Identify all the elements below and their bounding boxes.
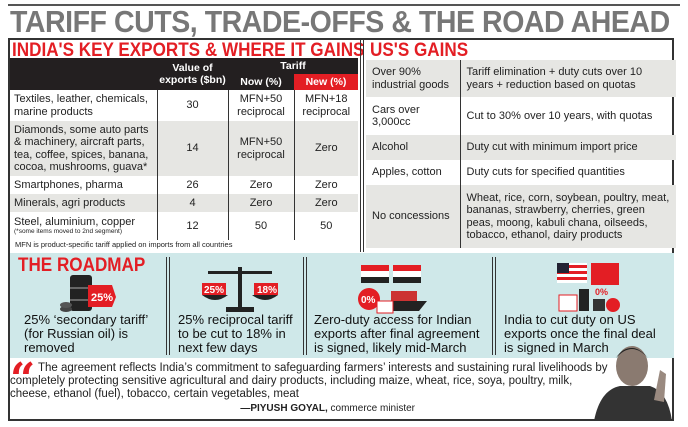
india-exports-table: Value of exports ($bn) Tariff Now (%) Ne… xyxy=(10,58,358,240)
cell-detail: Duty cuts for specified quantities xyxy=(459,160,676,185)
badge-text: 0% xyxy=(595,287,608,297)
cell-item: Over 90% industrial goods xyxy=(366,60,460,97)
table-row: Alcohol Duty cut with minimum import pric… xyxy=(366,135,676,160)
cell-item: Steel, aluminium, copper (*some items mov… xyxy=(10,212,157,240)
double-divider xyxy=(492,257,496,355)
double-divider xyxy=(166,257,170,355)
cell-item: Smartphones, pharma xyxy=(14,178,123,191)
cell-now: Zero xyxy=(227,194,294,212)
scales-icon: 25% 18% xyxy=(202,267,278,312)
roadmap-item-2: 25% reciprocal tariff to be cut to 18% i… xyxy=(178,312,293,355)
cell-detail: Duty cut with minimum import price xyxy=(459,135,676,160)
piyush-goyal-photo xyxy=(594,346,672,421)
roadmap-heading: THE ROADMAP xyxy=(18,255,146,276)
badge-text: 18% xyxy=(257,285,277,296)
top-rule xyxy=(8,4,680,6)
table-row: Minerals, agri products 4 Zero Zero xyxy=(10,194,358,212)
quote-role: commerce minister xyxy=(330,403,415,414)
quote: The agreement reflects India’s commitmen… xyxy=(10,362,610,415)
cell-new: Zero xyxy=(293,176,358,194)
col-item xyxy=(10,58,157,90)
cell-now: MFN+50 reciprocal xyxy=(227,121,294,176)
cell-value: 14 xyxy=(156,121,228,176)
cell-item: No concessions xyxy=(366,185,460,248)
table-row: No concessions Wheat, rice, corn, soybean… xyxy=(366,185,676,248)
quote-attribution: —PIYUSH GOYAL, commerce minister xyxy=(10,402,610,415)
table-row: Over 90% industrial goods Tariff eliminat… xyxy=(366,60,676,97)
roadmap-item-4: India to cut duty on US exports once the… xyxy=(504,312,656,355)
cell-item: Alcohol xyxy=(366,135,460,160)
cell-new: MFN+18 reciprocal xyxy=(293,90,358,121)
cell-now: MFN+50 reciprocal xyxy=(227,90,294,121)
roadmap-panel: THE ROADMAP 25% 25% 18% 0% 0% 25% ‘secon… xyxy=(10,253,674,358)
cell-detail: Cut to 30% over 10 years, with quotas xyxy=(459,97,676,135)
cargo-ship-icon: 0% xyxy=(358,265,427,314)
roadmap-item-3: Zero-duty access for Indian exports afte… xyxy=(314,312,480,355)
col-now: Now (%) xyxy=(228,74,294,90)
cell-new: 50 xyxy=(293,212,358,240)
badge-text: 25% xyxy=(204,285,224,296)
cell-value: 26 xyxy=(156,176,228,194)
table-row: Apples, cotton Duty cuts for specified qu… xyxy=(366,160,676,185)
badge-text: 25% xyxy=(91,292,113,304)
us-goods-icon: 0% xyxy=(557,263,620,312)
double-divider xyxy=(360,40,364,252)
cell-new: Zero xyxy=(293,194,358,212)
cell-item: Minerals, agri products xyxy=(10,194,157,212)
us-gains-table: Over 90% industrial goods Tariff eliminat… xyxy=(366,60,676,248)
mfn-footnote: MFN is product-specific tariff applied o… xyxy=(15,240,233,249)
cell-item: Cars over 3,000cc xyxy=(372,103,420,129)
badge-text: 0% xyxy=(361,295,376,306)
table-row: Diamonds, some auto parts & machinery, a… xyxy=(10,121,358,176)
cell-value: 30 xyxy=(156,90,228,121)
page-title: TARIFF CUTS, TRADE-OFFS & THE ROAD AHEAD xyxy=(10,4,670,39)
cell-item: Textiles, leather, chemicals, marine pro… xyxy=(14,93,148,118)
quote-author: —PIYUSH GOYAL, xyxy=(240,403,328,414)
quote-text: The agreement reflects India’s commitmen… xyxy=(10,362,608,400)
col-tariff: Tariff xyxy=(228,58,358,74)
cell-value: 4 xyxy=(156,194,228,212)
col-value: Value of exports ($bn) xyxy=(157,58,228,90)
double-divider xyxy=(303,257,307,355)
cell-new: Zero xyxy=(293,121,358,176)
table-row: Textiles, leather, chemicals, marine pro… xyxy=(10,90,358,121)
cell-detail: Tariff elimination + duty cuts over 10 y… xyxy=(459,60,676,97)
cell-item: Apples, cotton xyxy=(372,166,442,179)
item-note: (*some items moved to 2nd segment) xyxy=(14,228,123,236)
cell-detail: Wheat, rice, corn, soybean, poultry, mea… xyxy=(459,185,676,248)
cell-value: 12 xyxy=(156,212,228,240)
col-new: New (%) xyxy=(294,74,358,90)
cell-item: Diamonds, some auto parts & machinery, a… xyxy=(10,121,157,176)
table-row: Steel, aluminium, copper (*some items mov… xyxy=(10,212,358,240)
table-row: Smartphones, pharma 26 Zero Zero xyxy=(10,176,358,194)
cell-now: Zero xyxy=(227,176,294,194)
table-row: Cars over 3,000cc Cut to 30% over 10 year… xyxy=(366,97,676,135)
item-text: Steel, aluminium, copper xyxy=(14,215,136,228)
quote-mark-icon: “ xyxy=(10,354,36,405)
roadmap-item-1: 25% ‘secondary tariff’ (for Russian oil)… xyxy=(24,312,148,355)
india-heading: INDIA'S KEY EXPORTS & WHERE IT GAINS xyxy=(12,40,365,61)
oil-barrel-icon: 25% xyxy=(60,275,116,312)
cell-now: 50 xyxy=(227,212,294,240)
us-heading: US'S GAINS xyxy=(370,40,469,61)
